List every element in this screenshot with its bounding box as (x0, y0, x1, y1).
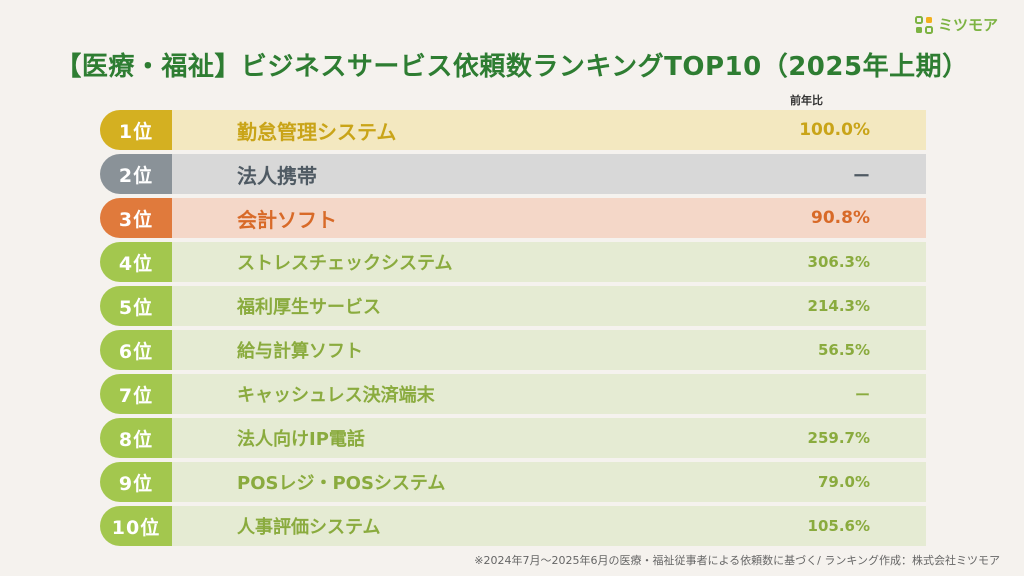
footnote: ※2024年7月〜2025年6月の医療・福祉従事者による依頼数に基づく/ ランキ… (474, 554, 1000, 567)
ranking-list: 1位 勤怠管理システム 100.0% 2位 法人携帯ー 3位 会計ソフト 90.8% 4位 ストレ… (100, 110, 926, 550)
ranking-row-background (130, 154, 926, 194)
yoy-value: 90.8% (811, 208, 870, 228)
ranking-row-background (130, 330, 926, 370)
ranking-row: 8位 法人向けIP電話 259.7% (100, 418, 926, 458)
yoy-value: 259.7% (807, 429, 870, 447)
ranking-row: 10位 人事評価システム 105.6% (100, 506, 926, 546)
ranking-row-background (130, 374, 926, 414)
ranking-row-background (130, 198, 926, 238)
service-name: 法人向けIP電話 (237, 429, 365, 450)
service-name: 法人携帯 (237, 163, 317, 188)
service-name: 福利厚生サービス (237, 297, 381, 318)
ranking-row: 6位 給与計算ソフト 56.5% (100, 330, 926, 370)
ranking-row-background (130, 462, 926, 502)
ranking-row-background (130, 110, 926, 150)
rank-badge: 9位 (100, 462, 172, 502)
service-name: 勤怠管理システム (237, 119, 397, 144)
rank-badge: 8位 (100, 418, 172, 458)
logo-text: ミツモア (937, 16, 998, 34)
page-title: 【医療・福祉】ビジネスサービス依頼数ランキングTOP10（2025年上期） (55, 52, 969, 82)
ranking-row-background (130, 506, 926, 546)
rank-badge: 5位 (100, 286, 172, 326)
rank-badge: 6位 (100, 330, 172, 370)
ranking-row: 5位 福利厚生サービス 214.3% (100, 286, 926, 326)
rank-badge: 1位 (100, 110, 172, 150)
yoy-value: 105.6% (807, 517, 870, 535)
service-name: 会計ソフト (237, 207, 337, 232)
ranking-row-background (130, 242, 926, 282)
ranking-row: 4位 ストレスチェックシステム 306.3% (100, 242, 926, 282)
ranking-row: 2位 法人携帯 ー (100, 154, 926, 194)
yoy-column-header: 前年比 (790, 94, 823, 107)
yoy-value: ー (853, 166, 870, 187)
ranking-row-background (130, 286, 926, 326)
service-name: キャッシュレス決済端末 (237, 385, 435, 406)
ranking-row: 7位 キャッシュレス決済端末 ー (100, 374, 926, 414)
service-name: 給与計算ソフト (237, 341, 363, 362)
mitsumoa-logo-icon (914, 15, 933, 34)
mitsumoa-logo: ミツモア (914, 14, 998, 35)
ranking-row: 9位 POSレジ・POSシステム 79.0% (100, 462, 926, 502)
service-name: 人事評価システム (237, 517, 381, 538)
yoy-value: 56.5% (817, 341, 870, 359)
yoy-value: 214.3% (807, 297, 870, 315)
service-name: ストレスチェックシステム (237, 253, 453, 274)
ranking-row-background (130, 418, 926, 458)
service-name: POSレジ・POSシステム (237, 473, 446, 494)
ranking-row: 3位 会計ソフト 90.8% (100, 198, 926, 238)
yoy-value: ー (854, 385, 870, 404)
rank-badge: 7位 (100, 374, 172, 414)
yoy-value: 100.0% (799, 120, 870, 140)
rank-badge: 2位 (100, 154, 172, 194)
rank-badge: 10位 (100, 506, 172, 546)
ranking-row: 1位 勤怠管理システム 100.0% (100, 110, 926, 150)
yoy-value: 79.0% (817, 473, 870, 491)
rank-badge: 4位 (100, 242, 172, 282)
rank-badge: 3位 (100, 198, 172, 238)
yoy-value: 306.3% (807, 253, 870, 271)
